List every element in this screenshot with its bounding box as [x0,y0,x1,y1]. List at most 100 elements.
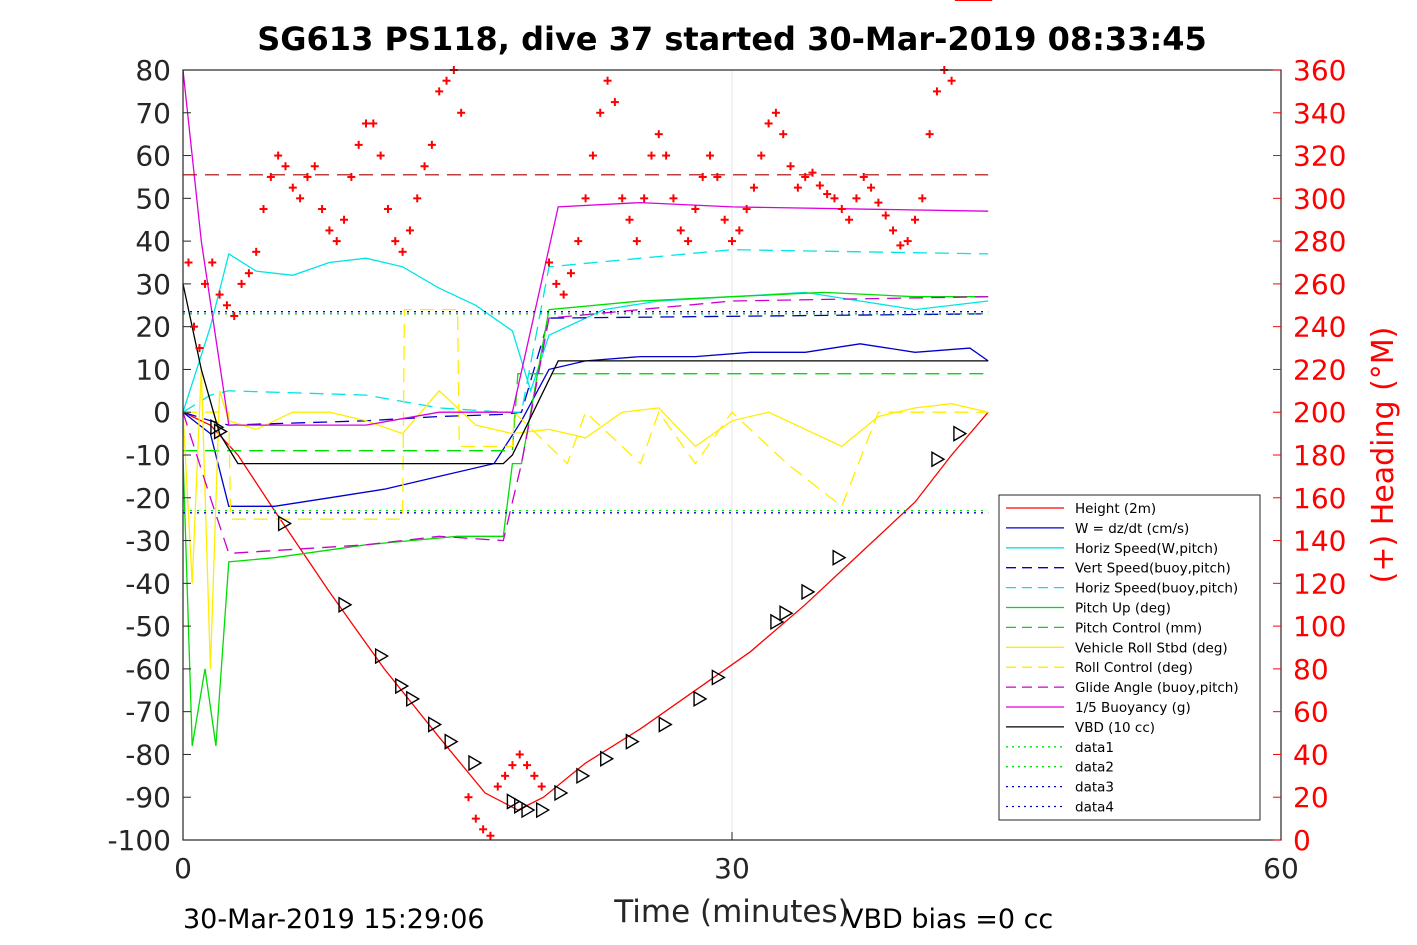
left-tick-label: 30 [135,268,171,301]
legend-label-glide-angle-buoy-pitch: Glide Angle (buoy,pitch) [1075,680,1239,696]
legend-label-data2: data2 [1075,760,1114,776]
heading-point [757,151,766,160]
heading-point [523,761,532,770]
heading-point [786,162,795,171]
x-tick-label: 30 [714,852,750,885]
heading-point [779,130,788,139]
heading-point [640,194,649,203]
heading-point [684,237,693,246]
heading-point [237,279,246,288]
left-tick-label: -90 [125,781,171,814]
depth-marker [693,690,708,708]
heading-point [281,162,290,171]
x-axis: 0 30 60 [174,832,1299,885]
heading-point [625,215,634,224]
heading-point [874,198,883,207]
left-tick-label: 0 [153,396,171,429]
legend-label-data1: data1 [1075,740,1114,756]
right-tick-label: 240 [1293,311,1346,344]
legend: Height (2m) W = dz/dt (cm/s) Horiz Speed(W… [998,494,1261,821]
depth-marker [213,423,228,440]
left-tick-label: -70 [125,696,171,729]
legend-label-roll-control-deg: Roll Control (deg) [1075,660,1193,676]
right-tick-label: 220 [1293,353,1346,386]
heading-point [596,108,605,117]
left-tick-label: 50 [135,182,171,215]
left-tick-label: -40 [125,567,171,600]
heading-point [442,76,451,85]
left-tick-label: 40 [135,225,171,258]
heading-point [903,237,912,246]
heading-point [823,190,832,199]
x-tick-label: 0 [174,852,192,885]
depth-marker [338,596,353,613]
series-horiz-speed-w-pitch [182,252,989,413]
heading-point [184,258,193,267]
depth-marker [210,418,225,436]
legend-label-data3: data3 [1075,780,1114,796]
left-tick-label: -20 [125,482,171,515]
right-tick-label: 140 [1293,525,1346,558]
heading-point [618,194,627,203]
legend-label-vbd-10-cc: VBD (10 cc) [1075,720,1155,736]
depth-marker [554,784,569,802]
heading-point [383,205,392,214]
depth-marker [521,801,536,819]
right-tick-label: 0 [1293,824,1311,857]
heading-point [369,119,378,128]
depth-marker [406,690,421,708]
heading-point [918,194,927,203]
legend-label-height-2m: Height (2m) [1075,501,1156,517]
heading-point [911,215,919,224]
heading-point [310,162,319,171]
heading-point [632,237,641,246]
heading-point [713,172,722,181]
series-layer [182,69,989,811]
depth-marker [277,515,293,532]
heading-point [530,771,539,780]
heading-point [610,98,619,107]
legend-label-pitch-up-deg: Pitch Up (deg) [1075,601,1171,617]
right-tick-label: 20 [1293,781,1329,814]
heading-point [867,183,876,192]
heading-point [925,130,934,139]
heading-point [676,226,685,235]
heading-point [896,241,905,250]
heading-point [303,172,312,181]
heading-point [801,172,810,181]
right-tick-label: 280 [1293,225,1346,258]
legend-label-vehicle-roll-stbd-deg: Vehicle Roll Stbd (deg) [1075,640,1228,656]
heading-point [728,237,736,246]
legend-box [998,494,1261,821]
heading-point [837,205,846,214]
footer-vbd-bias: VBD bias =0 cc [845,904,1053,935]
legend-label-vert-speed-buoy-pitch: Vert Speed(buoy,pitch) [1075,561,1231,577]
right-tick-label: 200 [1293,396,1346,429]
heading-point [735,226,744,235]
heading-point [413,194,422,203]
right-axis: 3603403203002802602402202001801601401201… [1273,54,1346,857]
heading-point [208,258,217,267]
heading-point [189,322,198,331]
left-tick-label: 80 [135,54,171,87]
heading-point [764,119,773,128]
heading-point [266,172,275,181]
heading-point [662,151,671,160]
left-tick-label: -30 [125,525,171,558]
heading-point [669,194,678,203]
heading-point [771,108,780,117]
legend-label-1-5-buoyancy-g: 1/5 Buoyancy (g) [1075,700,1191,716]
x-axis-label: Time (minutes) [613,894,849,930]
heading-point [793,183,802,192]
right-tick-label: 120 [1293,567,1346,600]
heading-point [845,215,854,224]
left-tick-label: -50 [125,610,171,643]
heading-point [588,151,597,160]
heading-point [457,108,466,117]
heading-point [340,215,349,224]
depth-marker [395,677,410,695]
depth-marker [770,613,785,631]
left-tick-label: 70 [135,97,171,130]
heading-point [471,814,480,823]
heading-point [405,226,414,235]
